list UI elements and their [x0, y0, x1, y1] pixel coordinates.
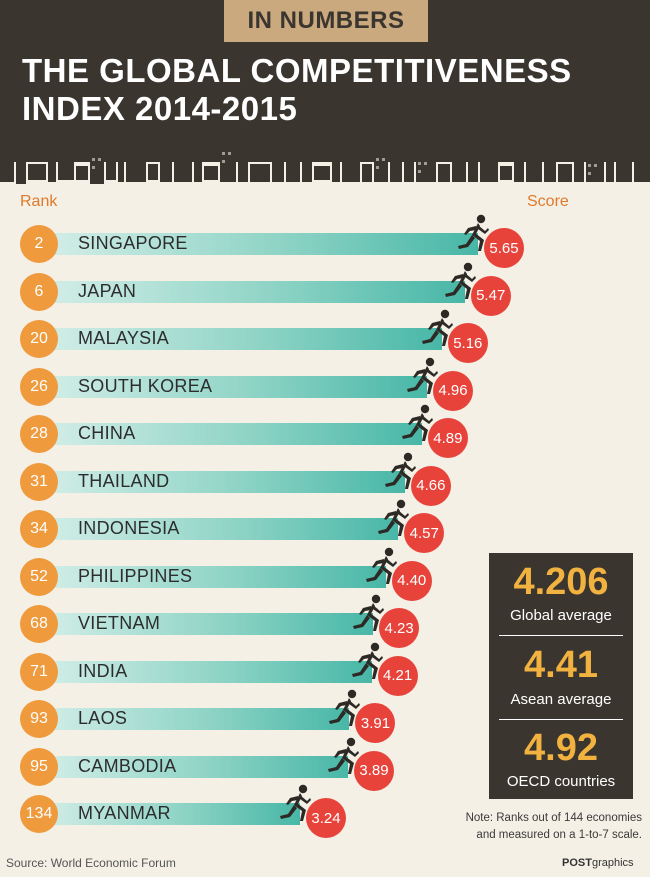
rank-badge: 2 — [20, 225, 58, 263]
country-label: VIETNAM — [78, 613, 161, 633]
country-label: MALAYSIA — [78, 328, 170, 348]
source-credit: Source: World Economic Forum — [6, 856, 176, 870]
score-bar — [34, 423, 422, 445]
score-badge: 4.89 — [427, 418, 468, 458]
city-skyline-graphic — [0, 140, 650, 184]
rank-badge: 26 — [20, 367, 58, 406]
runner-icon — [398, 404, 436, 453]
score-bar — [34, 518, 399, 540]
score-bar — [34, 708, 350, 730]
score-bar — [34, 803, 300, 825]
country-label: CHINA — [78, 423, 136, 443]
country-label: SINGAPORE — [78, 233, 188, 253]
score-bar — [34, 565, 386, 588]
score-badge: 3.89 — [354, 750, 394, 791]
runner-icon — [374, 499, 412, 548]
section-tag: IN NUMBERS — [224, 0, 428, 42]
rank-badge: 6 — [20, 272, 58, 311]
global-average-label: Global average — [510, 607, 612, 624]
country-label: THAILAND — [78, 470, 170, 491]
score-badge: 3.91 — [355, 703, 396, 743]
country-label: SOUTH KOREA — [78, 375, 213, 396]
asean-average-label: Asean average — [510, 691, 612, 708]
asean-average-value: 4.41 — [524, 644, 598, 686]
rank-badge: 134 — [20, 795, 58, 833]
score-bar — [34, 233, 478, 255]
global-average-value: 4.206 — [513, 561, 609, 603]
score-bar — [34, 660, 372, 683]
runner-icon — [418, 309, 456, 358]
rank-badge: 93 — [20, 700, 58, 738]
averages-divider — [499, 719, 623, 720]
score-badge: 5.47 — [470, 275, 511, 316]
rank-badge: 95 — [20, 747, 58, 786]
title-line-1: THE GLOBAL COMPETITIVENESS — [22, 52, 572, 89]
score-bar — [34, 613, 374, 635]
runner-icon — [403, 357, 441, 406]
score-bar — [34, 470, 405, 493]
score-badge: 4.23 — [379, 608, 420, 648]
score-bar — [34, 328, 442, 350]
runner-icon — [441, 262, 479, 311]
country-label: MYANMAR — [78, 803, 171, 823]
rank-badge: 34 — [20, 510, 58, 548]
runner-icon — [276, 784, 314, 833]
runner-icon — [362, 547, 400, 596]
oecd-average-label: OECD countries — [506, 773, 616, 790]
score-badge: 5.65 — [484, 228, 524, 268]
score-badge: 5.16 — [447, 323, 488, 363]
rank-badge: 31 — [20, 462, 58, 501]
runner-icon — [454, 214, 492, 263]
header-banner: IN NUMBERS THE GLOBAL COMPETITIVENESS IN… — [0, 0, 650, 160]
country-label: LAOS — [78, 708, 128, 728]
credit-suffix: graphics — [591, 857, 634, 869]
page-title: THE GLOBAL COMPETITIVENESS INDEX 2014-20… — [22, 52, 572, 128]
country-label: INDIA — [78, 660, 128, 681]
score-bar — [34, 755, 348, 778]
rank-badge: 68 — [20, 605, 58, 643]
country-label: JAPAN — [78, 280, 137, 301]
rank-badge: 20 — [20, 320, 58, 358]
country-label: PHILIPPINES — [78, 565, 193, 586]
score-badge: 4.40 — [391, 560, 432, 601]
credit-brand: POST — [562, 857, 592, 869]
score-bar — [34, 280, 465, 303]
averages-divider — [499, 635, 623, 636]
score-bar — [34, 375, 428, 398]
rank-column-label: Rank — [20, 193, 58, 210]
note-line-1: Note: Ranks out of 144 economies — [465, 812, 642, 824]
methodology-note: Note: Ranks out of 144 economies and mea… — [452, 810, 642, 844]
runner-icon — [381, 452, 419, 501]
score-badge: 4.21 — [377, 655, 418, 696]
country-label: CAMBODIA — [78, 755, 177, 776]
score-badge: 3.24 — [306, 798, 346, 838]
runner-icon — [325, 689, 363, 738]
runner-icon — [349, 594, 387, 643]
averages-panel: 4.206 Global average 4.41 Asean average … — [489, 553, 633, 799]
score-column-label: Score — [527, 193, 569, 210]
country-label: INDONESIA — [78, 518, 180, 538]
score-badge: 4.66 — [410, 465, 451, 506]
graphics-credit: POSTgraphics — [562, 857, 634, 869]
title-line-2: INDEX 2014-2015 — [22, 90, 298, 127]
score-badge: 4.57 — [404, 513, 445, 553]
oecd-average-value: 4.92 — [524, 727, 598, 769]
runner-icon — [348, 642, 386, 691]
rank-badge: 52 — [20, 557, 58, 596]
score-badge: 4.96 — [433, 370, 474, 411]
rank-badge: 71 — [20, 652, 58, 691]
rank-badge: 28 — [20, 415, 58, 453]
note-line-2: and measured on a 1-to-7 scale. — [476, 829, 642, 841]
runner-icon — [324, 737, 362, 786]
